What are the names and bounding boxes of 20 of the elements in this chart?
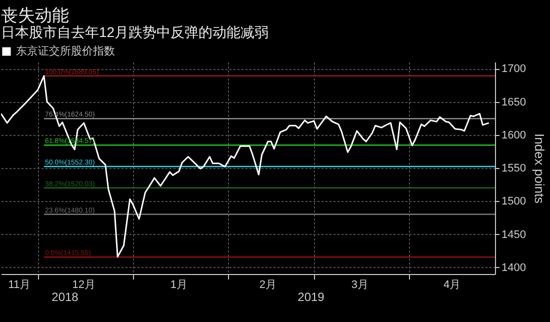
- x-tick-label: 3月: [351, 279, 369, 291]
- y-tick-label: 1450: [502, 228, 526, 241]
- x-tick-label: 11月: [8, 279, 31, 291]
- legend-label: 东京证交所股价指数: [16, 44, 115, 58]
- text: 2019: [298, 290, 324, 304]
- y-tick-label: 1600: [502, 129, 526, 142]
- y-tick-label: 1650: [502, 96, 526, 108]
- y-tick-label: 1500: [502, 196, 526, 208]
- text: 2018: [52, 290, 78, 304]
- x-tick-label: 12月: [72, 279, 96, 291]
- y-axis-title: Index points: [532, 133, 547, 204]
- chart-title: 丧失动能: [1, 6, 69, 25]
- x-tick-label: 1月: [170, 279, 188, 291]
- y-tick-label: 1700: [502, 63, 526, 76]
- x-tick-label: 4月: [443, 279, 461, 291]
- y-tick-label: 1400: [502, 262, 526, 274]
- y-tick-label: 1550: [502, 162, 526, 174]
- chart-subtitle: 日本股市自去年12月跌势中反弹的动能减弱: [1, 24, 269, 40]
- x-tick-label: 2月: [259, 279, 277, 291]
- line-series: [1, 75, 490, 258]
